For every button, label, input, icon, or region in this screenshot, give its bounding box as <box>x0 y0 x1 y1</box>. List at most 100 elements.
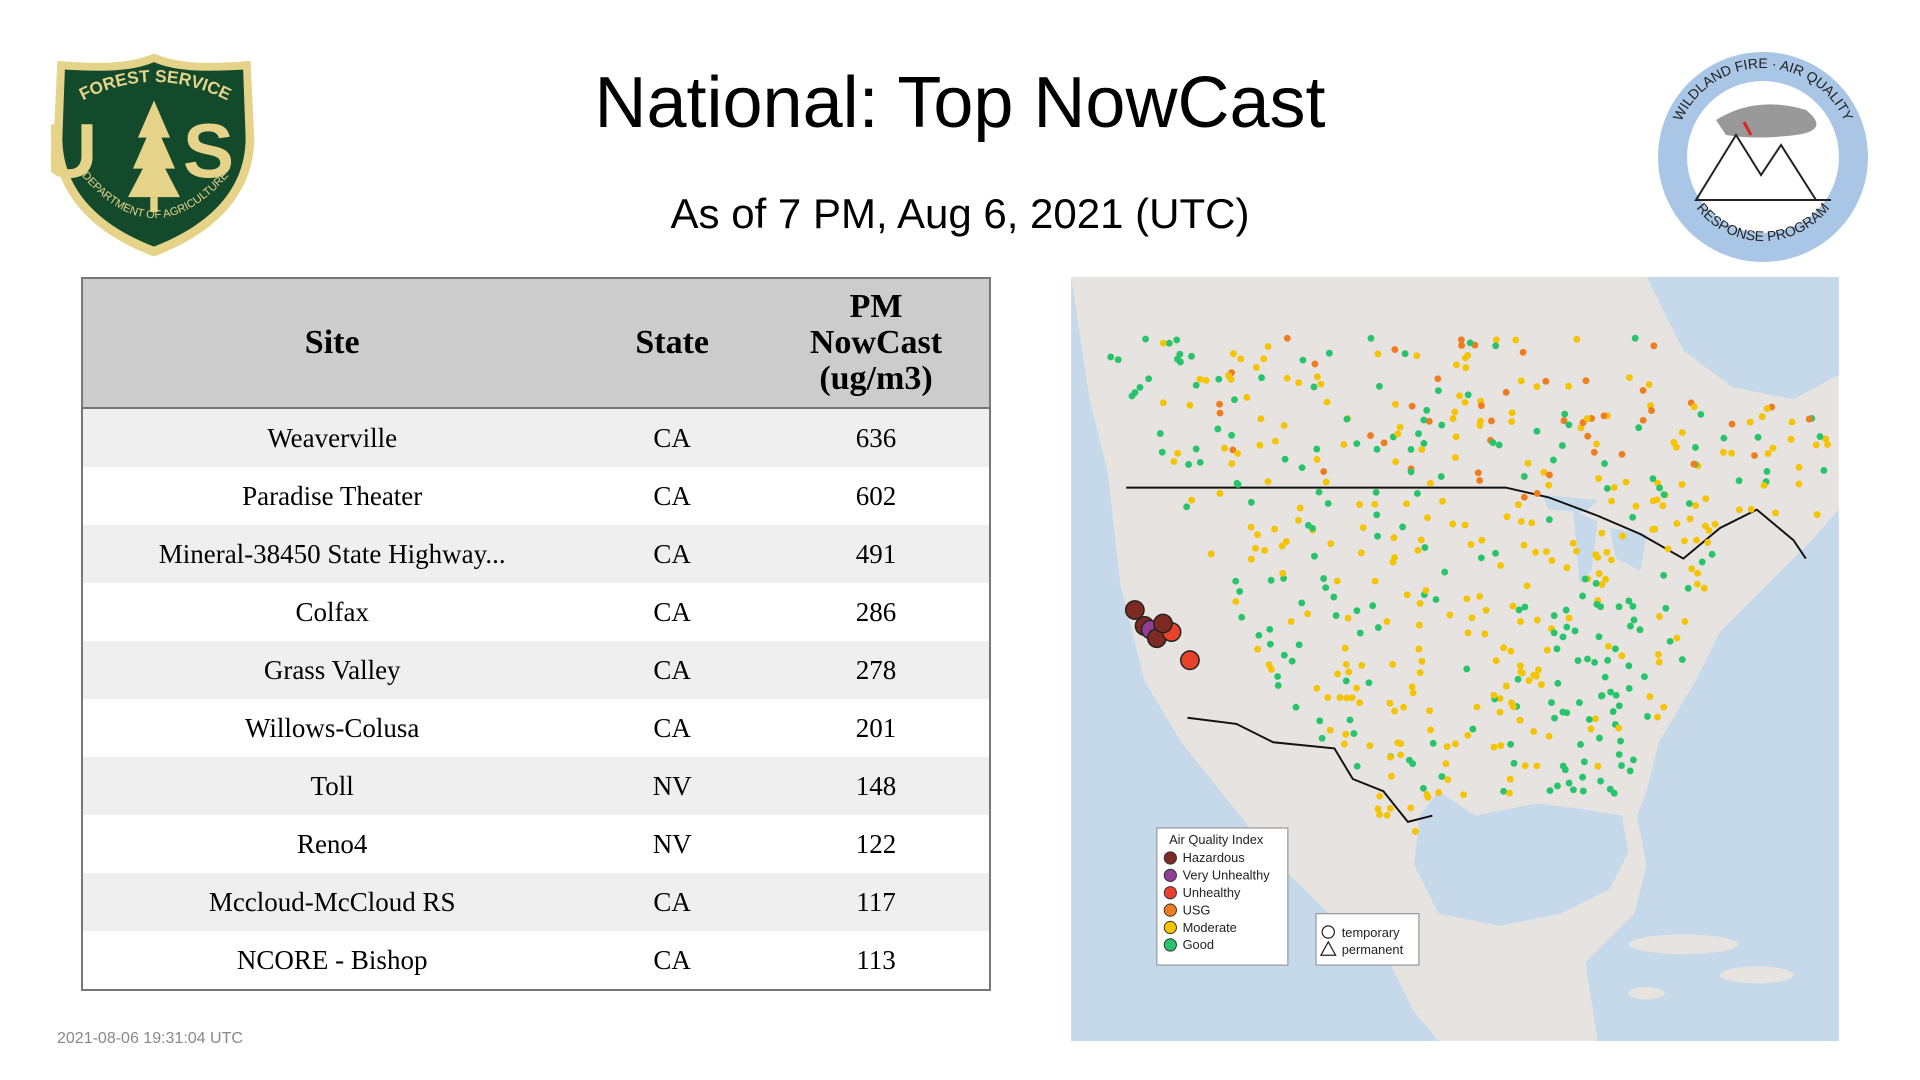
monitor-dot <box>1720 434 1728 442</box>
monitor-dot <box>1283 374 1291 382</box>
legend-label: Very Unhealthy <box>1183 868 1271 883</box>
monitor-dot <box>1409 760 1417 768</box>
monitor-dot <box>1145 375 1153 383</box>
monitor-dot <box>1320 468 1328 475</box>
monitor-dot <box>1394 739 1402 747</box>
monitor-dot <box>1388 772 1395 780</box>
monitor-dot <box>1684 584 1692 592</box>
monitor-dot <box>1437 473 1445 480</box>
monitor-dot <box>1342 730 1350 738</box>
monitor-dot <box>1664 545 1672 553</box>
monitor-dot <box>1615 702 1623 710</box>
monitor-dot <box>1545 732 1553 740</box>
monitor-dot <box>1136 384 1144 391</box>
monitor-dot <box>1533 762 1541 770</box>
monitor-dot <box>1571 627 1579 635</box>
monitor-dot <box>1649 475 1657 483</box>
monitor-dot <box>1399 523 1407 531</box>
monitor-dot <box>1528 519 1536 527</box>
monitor-dot <box>1516 716 1524 724</box>
table-cell: CA <box>581 525 763 583</box>
monitor-dot <box>1346 716 1354 724</box>
monitor-dot <box>1530 728 1538 735</box>
monitor-dot <box>1420 439 1428 447</box>
monitor-dot <box>1595 633 1603 641</box>
monitor-dot <box>1488 417 1495 425</box>
monitor-dot <box>1666 637 1674 645</box>
legend-title: Air Quality Index <box>1169 832 1264 847</box>
monitor-dot <box>1704 538 1712 546</box>
usfs-logo: FOREST SERVICE U S DEPARTMENT OF AGRICUL… <box>51 53 255 257</box>
monitor-dot <box>1389 558 1397 566</box>
monitor-dot <box>1822 435 1830 443</box>
monitor-dot <box>1413 490 1421 497</box>
marker-permanent: permanent <box>1342 942 1404 957</box>
monitor-dot <box>1760 481 1768 489</box>
monitor-dot <box>1629 602 1637 610</box>
monitor-dot <box>1311 360 1319 368</box>
column-header: Site <box>82 278 582 409</box>
monitor-dot <box>1694 569 1701 577</box>
monitor-dot <box>1481 630 1489 638</box>
monitor-dot <box>1114 356 1122 364</box>
monitor-dot <box>1565 421 1573 429</box>
monitor-dot <box>1413 352 1421 360</box>
monitor-dot <box>1492 336 1500 344</box>
legend-swatch <box>1163 920 1177 935</box>
monitor-dot <box>1627 622 1634 630</box>
monitor-dot <box>1435 789 1443 797</box>
monitor-dot <box>1795 480 1803 488</box>
monitor-dot <box>1601 673 1609 681</box>
monitor-dot <box>1233 479 1241 487</box>
monitor-dot <box>1560 417 1568 425</box>
monitor-dot <box>1228 460 1236 468</box>
monitor-dot <box>1415 621 1423 629</box>
table-cell: CA <box>581 873 763 931</box>
monitor-dot <box>1656 612 1663 620</box>
monitor-dot <box>1449 520 1457 528</box>
monitor-dot <box>1520 541 1528 549</box>
monitor-dot <box>1654 651 1662 659</box>
monitor-dot <box>1216 400 1223 408</box>
monitor-dot <box>1313 373 1321 381</box>
monitor-dot <box>1795 463 1803 471</box>
monitor-dot <box>1497 562 1504 570</box>
monitor-dot <box>1415 645 1423 653</box>
hotspot <box>1124 600 1145 620</box>
monitor-dot <box>1391 707 1398 715</box>
monitor-dot <box>1508 409 1516 417</box>
monitor-dot <box>1374 624 1382 631</box>
monitor-dot <box>1174 449 1181 457</box>
monitor-dot <box>1374 350 1382 358</box>
monitor-dot <box>1228 431 1235 439</box>
monitor-dot <box>1383 811 1391 819</box>
monitor-dot <box>1476 477 1484 485</box>
legend-label: Hazardous <box>1183 850 1245 865</box>
monitor-dot <box>1523 582 1531 590</box>
monitor-dot <box>1705 527 1713 534</box>
monitor-dot <box>1597 603 1605 611</box>
monitor-dot <box>1660 703 1668 711</box>
monitor-dot <box>1340 441 1348 448</box>
monitor-dot <box>1626 374 1633 381</box>
monitor-dot <box>1188 352 1195 360</box>
monitor-dot <box>1575 699 1583 707</box>
monitor-dot <box>1506 775 1514 783</box>
monitor-dot <box>1279 569 1287 577</box>
monitor-dot <box>1607 556 1615 564</box>
monitor-dot <box>1173 336 1181 344</box>
monitor-dot <box>1604 656 1612 664</box>
monitor-dot <box>1216 409 1224 417</box>
monitor-dot <box>1630 616 1638 624</box>
monitor-dot <box>1533 383 1541 391</box>
monitor-dot <box>1392 458 1400 466</box>
monitor-dot <box>1386 804 1394 812</box>
monitor-dot <box>1735 506 1743 514</box>
header-row: Site State PM NowCast (ug/m3) <box>82 278 990 409</box>
monitor-dot <box>1558 442 1566 450</box>
monitor-dot <box>1401 350 1409 358</box>
monitor-dot <box>1678 480 1686 488</box>
monitor-dot <box>1330 593 1338 601</box>
monitor-dot <box>1496 695 1504 702</box>
monitor-dot <box>1254 645 1262 653</box>
